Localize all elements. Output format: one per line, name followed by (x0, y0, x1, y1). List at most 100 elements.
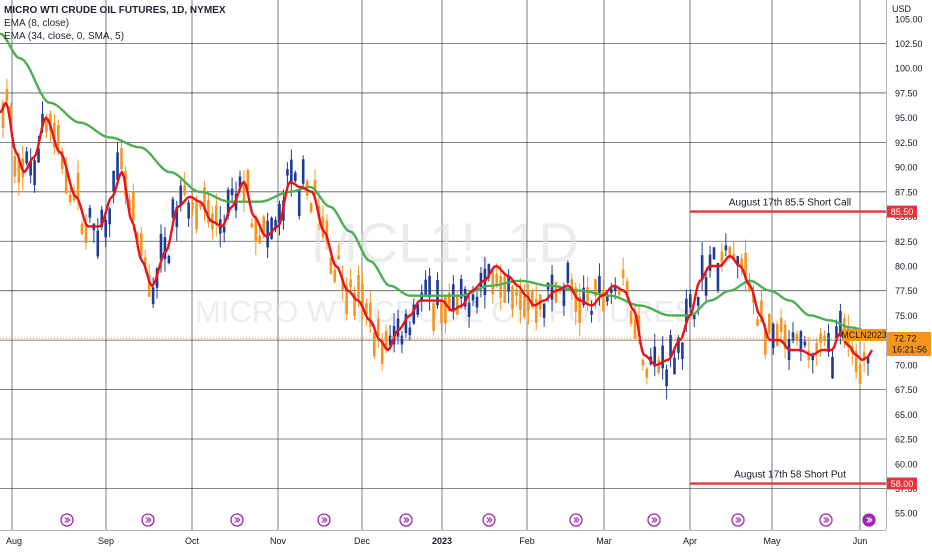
candle-body (819, 333, 822, 344)
candle-body (313, 179, 317, 195)
candle-body (495, 273, 499, 285)
event-icon[interactable] (647, 513, 661, 527)
candle-body (704, 277, 708, 296)
candle-body (5, 89, 9, 102)
candle (795, 330, 799, 347)
candle (724, 233, 728, 257)
candle-body (37, 148, 40, 163)
event-icon[interactable] (317, 513, 331, 527)
candle-body (653, 346, 657, 367)
candle (290, 149, 293, 197)
candle-body (274, 219, 277, 230)
y-tick-label: 100.00 (895, 64, 923, 74)
candle-body (167, 255, 171, 264)
event-icons[interactable] (60, 513, 876, 527)
candle (661, 336, 664, 380)
candle-body (17, 159, 21, 183)
candle (531, 288, 534, 310)
candle (732, 241, 736, 261)
candle-body (376, 318, 380, 337)
candle (523, 283, 526, 320)
event-icon[interactable] (569, 513, 583, 527)
candle (681, 342, 684, 370)
candle (29, 148, 32, 184)
candle-body (238, 176, 242, 187)
candle-body (700, 255, 704, 281)
candle (783, 320, 787, 359)
candle (621, 257, 625, 286)
candle-body (143, 257, 147, 266)
event-icon[interactable] (731, 513, 745, 527)
candle (25, 146, 28, 166)
candle-body (436, 280, 439, 306)
event-icon-glyph (866, 517, 873, 523)
y-tick-label: 87.50 (895, 187, 918, 197)
candle-body (542, 303, 546, 318)
candle-body (764, 329, 767, 355)
candle-body (412, 304, 416, 324)
candle-body (373, 332, 376, 357)
candle-body (199, 202, 202, 207)
candle-body (499, 275, 502, 298)
candle (858, 358, 862, 386)
candle-body (294, 172, 297, 182)
candle (507, 269, 510, 304)
candle (866, 357, 870, 376)
candle (712, 247, 716, 260)
candle (696, 296, 700, 316)
candle (250, 218, 254, 228)
candle (13, 146, 17, 184)
candle (740, 253, 743, 276)
candle-body (594, 279, 597, 297)
candle (207, 192, 210, 228)
candle (242, 170, 246, 212)
candle-body (112, 170, 115, 192)
candle-body (175, 207, 179, 228)
x-tick-label: Aug (6, 536, 22, 546)
candle (452, 274, 455, 320)
candle-body (613, 285, 617, 291)
candle (53, 114, 56, 155)
candle-body (771, 323, 775, 348)
candle-body (629, 310, 633, 324)
candle-body (811, 355, 815, 361)
candle (195, 195, 198, 234)
candle (487, 263, 491, 282)
candle (380, 332, 384, 371)
event-icon[interactable] (482, 513, 496, 527)
candle-body (483, 268, 487, 296)
event-icon[interactable] (399, 513, 413, 527)
candle (151, 277, 155, 309)
event-icon[interactable] (819, 513, 833, 527)
candle-body (657, 359, 660, 373)
event-icon[interactable] (230, 513, 244, 527)
event-icon[interactable] (141, 513, 155, 527)
candle-body (147, 274, 151, 297)
candle-body (76, 172, 80, 198)
x-tick-label: Sep (98, 536, 114, 546)
candle-body (25, 151, 28, 164)
candle-body (195, 201, 198, 230)
candle-body (736, 256, 739, 266)
event-icon[interactable] (60, 513, 74, 527)
candle-body (716, 262, 720, 291)
event-icon[interactable] (862, 513, 876, 527)
candle-body (831, 357, 834, 379)
candle-body (440, 300, 443, 323)
candle (673, 349, 676, 375)
candle (222, 214, 226, 243)
candle-body (617, 288, 621, 296)
candle-body (380, 340, 384, 365)
candle-body (823, 336, 826, 342)
candle-body (215, 205, 218, 225)
candle (436, 272, 439, 309)
ema-lines (0, 32, 886, 367)
candle-body (503, 275, 506, 303)
candle-body (297, 189, 301, 216)
candle-body (866, 358, 870, 364)
candle-body (345, 286, 348, 315)
candle-body (116, 152, 119, 180)
candle-body (258, 235, 262, 244)
